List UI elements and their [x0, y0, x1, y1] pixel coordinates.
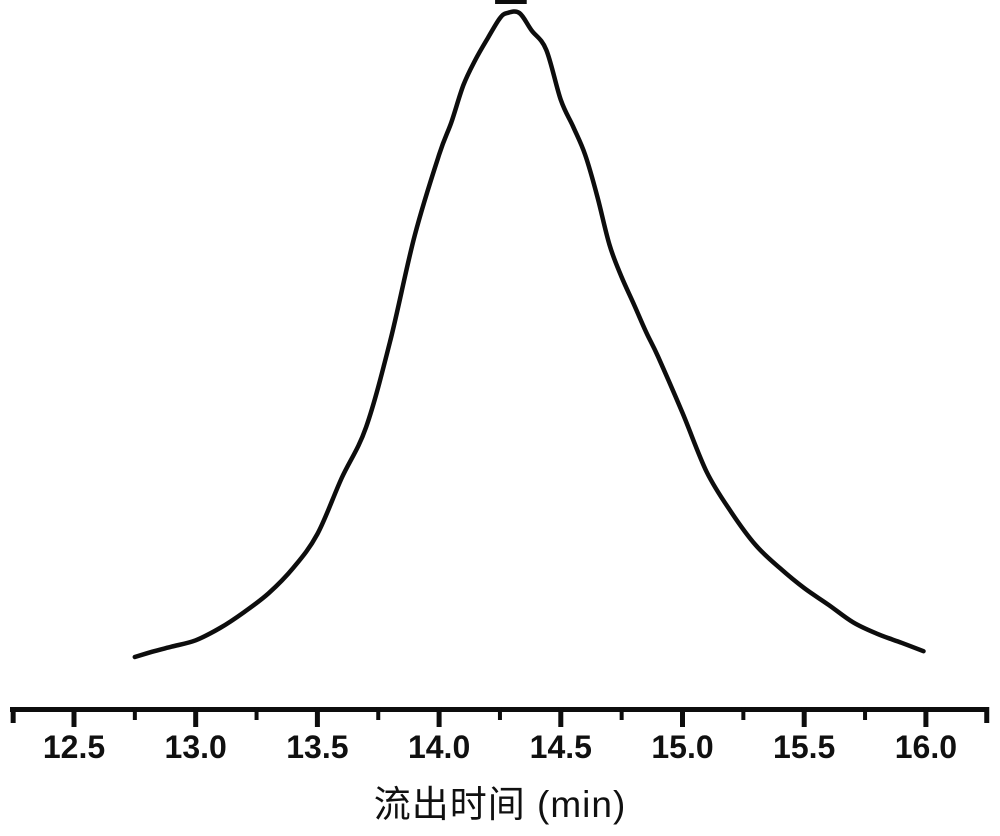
x-tick-label: 13.5 — [286, 729, 348, 765]
x-tick-label: 13.0 — [165, 729, 227, 765]
x-tick-label: 15.5 — [773, 729, 835, 765]
elution-curve — [132, 9, 926, 660]
x-tick-label: 12.5 — [43, 729, 105, 765]
x-tick-label: 14.5 — [530, 729, 592, 765]
x-axis-title: 流出时间 (min) — [373, 784, 627, 825]
x-tick-label: 16.0 — [895, 729, 957, 765]
x-tick-label: 15.0 — [651, 729, 713, 765]
x-tick-label: 14.0 — [408, 729, 470, 765]
